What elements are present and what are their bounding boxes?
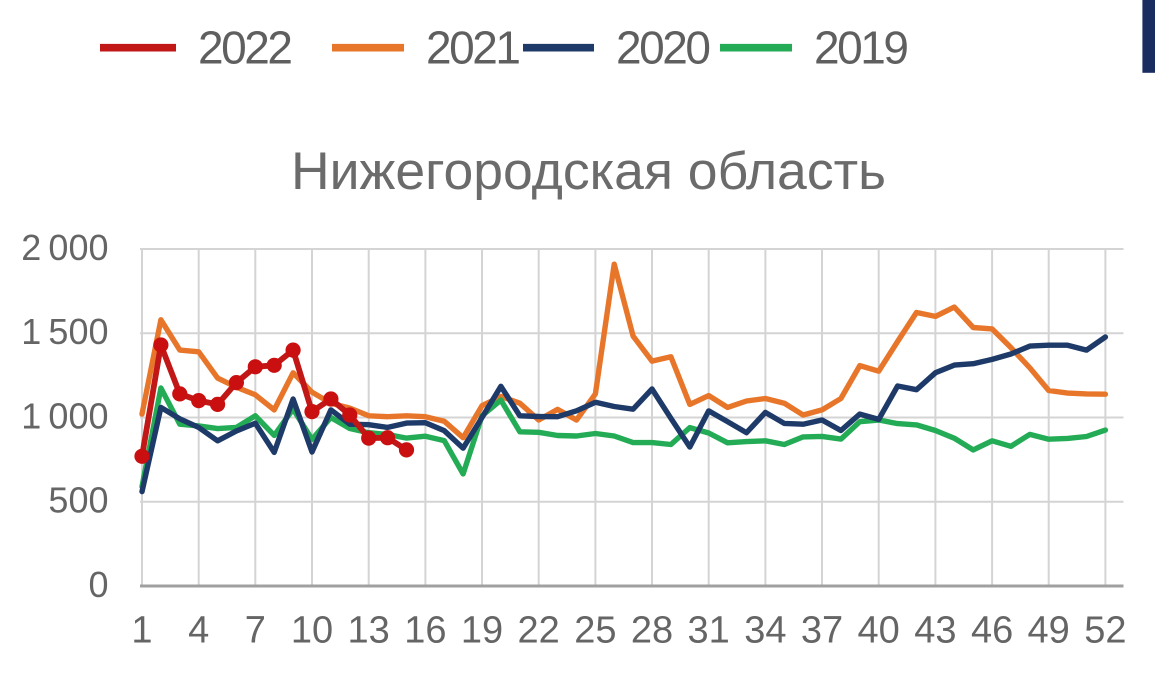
svg-text:37: 37 bbox=[801, 610, 843, 652]
svg-text:19: 19 bbox=[461, 610, 503, 652]
svg-text:2022: 2022 bbox=[198, 22, 293, 74]
svg-text:10: 10 bbox=[291, 610, 333, 652]
svg-text:40: 40 bbox=[858, 610, 900, 652]
svg-text:2019: 2019 bbox=[814, 22, 909, 74]
svg-text:2021: 2021 bbox=[426, 22, 521, 74]
svg-text:Нижегородская область: Нижегородская область bbox=[291, 142, 886, 201]
svg-text:13: 13 bbox=[348, 610, 390, 652]
svg-text:52: 52 bbox=[1084, 610, 1126, 652]
svg-text:16: 16 bbox=[404, 610, 446, 652]
svg-text:4: 4 bbox=[188, 610, 209, 652]
svg-text:49: 49 bbox=[1028, 610, 1070, 652]
svg-text:7: 7 bbox=[245, 610, 266, 652]
svg-text:43: 43 bbox=[914, 610, 956, 652]
svg-text:0: 0 bbox=[88, 564, 108, 605]
svg-text:28: 28 bbox=[631, 610, 673, 652]
svg-text:1 000: 1 000 bbox=[21, 395, 108, 436]
svg-text:2020: 2020 bbox=[616, 22, 711, 74]
svg-text:1 500: 1 500 bbox=[21, 311, 108, 352]
svg-text:34: 34 bbox=[744, 610, 786, 652]
svg-text:46: 46 bbox=[971, 610, 1013, 652]
svg-text:22: 22 bbox=[518, 610, 560, 652]
svg-text:1: 1 bbox=[131, 610, 152, 652]
svg-text:500: 500 bbox=[48, 480, 108, 521]
svg-text:31: 31 bbox=[688, 610, 730, 652]
svg-text:25: 25 bbox=[574, 610, 616, 652]
svg-text:2 000: 2 000 bbox=[21, 227, 108, 268]
